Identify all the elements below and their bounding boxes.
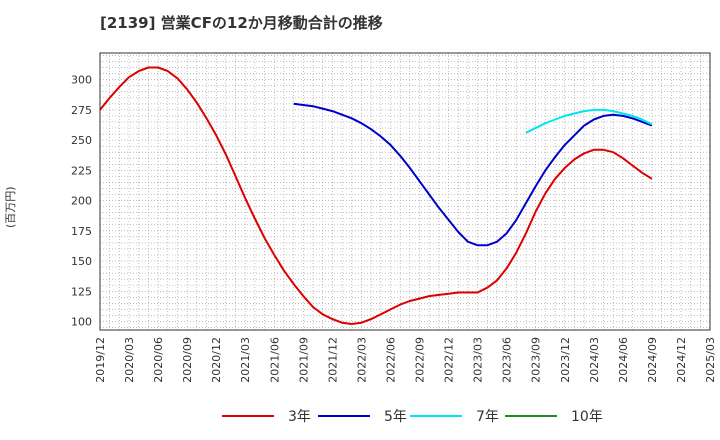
legend-label: 7年	[476, 409, 499, 425]
legend-swatch	[318, 415, 370, 417]
x-tick-label: 2023/09	[530, 337, 543, 383]
x-tick-label: 2021/09	[297, 337, 310, 383]
x-tick-label: 2021/12	[326, 337, 339, 383]
legend-item: 7年	[410, 404, 499, 428]
x-tick-label: 2025/03	[704, 337, 717, 383]
legend-item: 5年	[318, 404, 407, 428]
x-tick-label: 2022/06	[384, 337, 397, 383]
x-tick-label: 2023/12	[559, 337, 572, 383]
x-tick-label: 2021/06	[268, 337, 281, 383]
x-tick-label: 2024/12	[675, 337, 688, 383]
legend-label: 10年	[571, 409, 603, 425]
y-tick-label: 250	[71, 134, 92, 147]
x-tick-label: 2020/03	[123, 337, 136, 383]
y-tick-label: 125	[71, 285, 92, 298]
x-tick-label: 2023/06	[501, 337, 514, 383]
plot-frame	[99, 52, 711, 331]
series-line	[525, 108, 653, 134]
series-line	[99, 66, 653, 325]
y-tick-label: 150	[71, 255, 92, 268]
grid-lines	[100, 53, 710, 330]
x-tick-label: 2020/12	[210, 337, 223, 383]
x-tick-label: 2020/09	[181, 337, 194, 383]
x-tick-label: 2024/09	[646, 337, 659, 383]
y-tick-label: 275	[71, 104, 92, 117]
legend: 3年 5年 7年 10年	[0, 404, 720, 428]
legend-swatch	[222, 415, 274, 417]
legend-swatch	[505, 415, 557, 417]
y-tick-label: 300	[71, 74, 92, 87]
x-tick-label: 2019/12	[94, 337, 107, 383]
y-tick-labels: 100 125 150 175 200 225 250 275 300	[71, 74, 92, 329]
x-tick-label: 2021/03	[239, 337, 252, 383]
series-line	[293, 102, 653, 247]
x-tick-label: 2024/03	[588, 337, 601, 383]
y-tick-label: 200	[71, 195, 92, 208]
legend-label: 5年	[384, 409, 407, 425]
legend-swatch	[410, 415, 462, 417]
x-tick-label: 2022/03	[355, 337, 368, 383]
x-tick-label: 2022/12	[443, 337, 456, 383]
plot-area	[100, 53, 710, 330]
y-tick-label: 175	[71, 225, 92, 238]
x-tick-label: 2022/09	[414, 337, 427, 383]
series-lines	[99, 66, 653, 325]
legend-label: 3年	[288, 409, 311, 425]
y-tick-label: 225	[71, 164, 92, 177]
x-tick-label: 2023/03	[472, 337, 485, 383]
chart-title: [2139] 営業CFの12か月移動合計の推移	[100, 14, 383, 32]
x-tick-label: 2020/06	[152, 337, 165, 383]
x-tick-labels: 2019/12 2020/03 2020/06 2020/09 2020/12 2021/…	[94, 337, 717, 383]
legend-item: 3年	[222, 404, 311, 428]
x-tick-label: 2024/06	[617, 337, 630, 383]
legend-item: 10年	[505, 404, 603, 428]
y-tick-label: 100	[71, 316, 92, 329]
